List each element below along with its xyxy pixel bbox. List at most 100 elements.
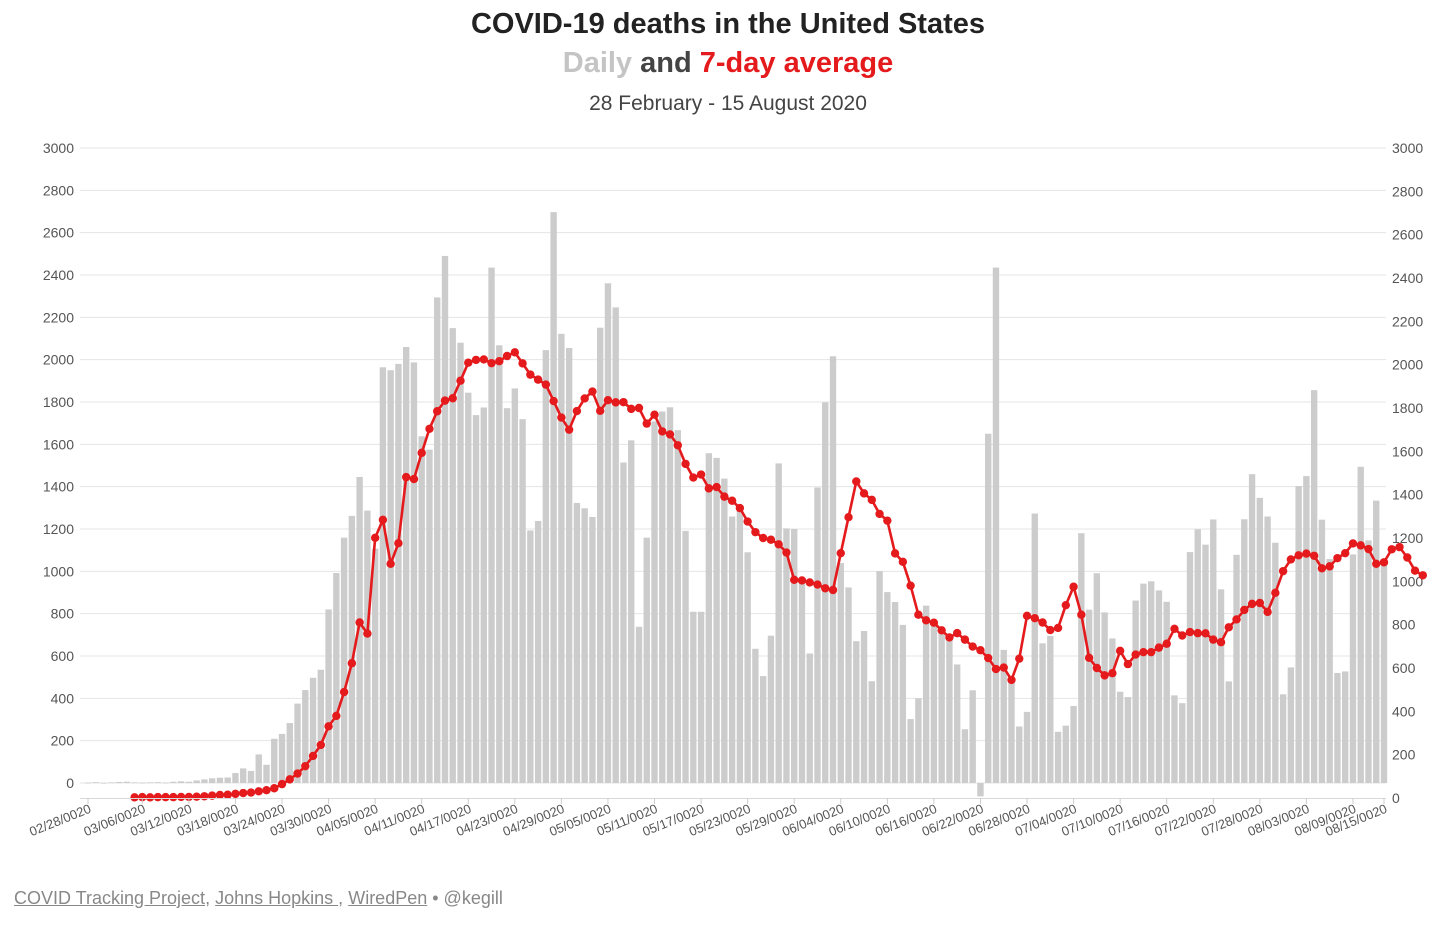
daily-bar [550,212,557,783]
average-point [246,788,256,797]
daily-bar [193,780,200,783]
daily-bar [426,449,433,783]
daily-bar [1233,554,1240,783]
average-point [681,459,690,469]
daily-bar [744,552,751,783]
daily-bar [1380,562,1388,783]
daily-bar [371,548,379,783]
average-point [1309,551,1319,560]
average-point [169,792,178,802]
x-axis: 02/28/002003/06/002003/12/002003/18/0020… [27,798,1389,839]
average-point [673,441,682,450]
daily-bar [822,402,829,783]
daily-bar [496,345,503,783]
average-point [1255,598,1265,608]
average-point [153,792,163,802]
daily-bar [100,782,107,784]
daily-bar [278,733,286,783]
y-tick-label-right: 3000 [1392,140,1423,156]
daily-bar [1326,559,1333,783]
average-point [1030,613,1039,623]
daily-bar [697,611,705,783]
average-point [1061,600,1071,610]
y-tick-label-left: 1000 [43,563,74,579]
daily-bar [604,283,612,783]
average-point [1100,671,1109,680]
average-point [906,581,915,590]
daily-bar [1342,671,1349,783]
average-point [758,533,768,543]
average-point [1395,542,1404,552]
daily-bar [333,573,340,783]
average-point [1247,599,1257,609]
y-tick-label-right: 1000 [1392,573,1423,589]
average-point [890,549,900,558]
average-point [510,348,520,357]
daily-bar [1085,609,1093,783]
average-point [960,635,970,644]
daily-bar [791,529,798,783]
average-point [921,616,931,625]
average-point [471,355,481,365]
daily-bar [953,664,961,783]
daily-bar [1373,500,1380,783]
average-point [875,509,884,519]
daily-bar [721,478,728,783]
daily-bar [612,307,619,783]
average-point [339,687,349,697]
average-point [1294,551,1303,560]
daily-bar [162,782,169,784]
average-point [828,585,838,595]
average-point [696,470,706,479]
y-tick-label-right: 2800 [1392,183,1423,199]
daily-bar [1287,667,1295,783]
daily-bar [115,781,123,783]
daily-bar [938,628,945,783]
average-point [1123,659,1133,669]
average-point [502,351,512,361]
daily-bar [441,255,449,783]
chart: 0200400600800100012001400160018002000220… [27,140,1428,839]
y-tick-label-left: 0 [66,775,74,791]
average-point [308,751,318,761]
average-point [603,396,613,405]
average-point [704,484,714,493]
average-point [316,740,326,750]
average-point [301,761,310,771]
average-point [1325,562,1334,571]
chart-title: COVID-19 deaths in the United States [470,8,986,40]
daily-bar [1365,540,1372,783]
y-tick-label-right: 200 [1392,747,1416,763]
daily-bar [713,457,720,783]
daily-bar [690,611,697,783]
daily-bar [1078,533,1085,783]
daily-bar [1155,590,1163,783]
daily-bar [255,754,262,783]
average-point [277,779,287,789]
average-point [968,642,977,651]
average-point [378,515,388,524]
average-point [952,628,962,638]
average-point [184,792,194,802]
average-point [1372,559,1381,568]
source-link-covid-tracking[interactable]: COVID Tracking Project [14,888,206,908]
source-link-wiredpen[interactable]: WiredPen [348,888,428,908]
daily-bar [1334,672,1341,783]
daily-bar [899,624,907,783]
daily-bar [1148,581,1155,783]
daily-bar [185,781,193,783]
average-point [844,513,853,522]
daily-bar [783,528,790,783]
source-link-johns-hopkins[interactable]: Johns Hopkins [215,888,339,908]
daily-bar [108,782,115,784]
daily-bar [503,408,511,783]
average-point [262,786,271,795]
daily-bar [985,433,992,783]
daily-bar [208,778,216,783]
daily-bar [364,510,371,783]
daily-bar [410,362,418,783]
average-point [1403,553,1412,562]
average-point [1162,639,1171,648]
daily-bar [1357,466,1364,783]
y-tick-label-left: 2600 [43,225,74,241]
